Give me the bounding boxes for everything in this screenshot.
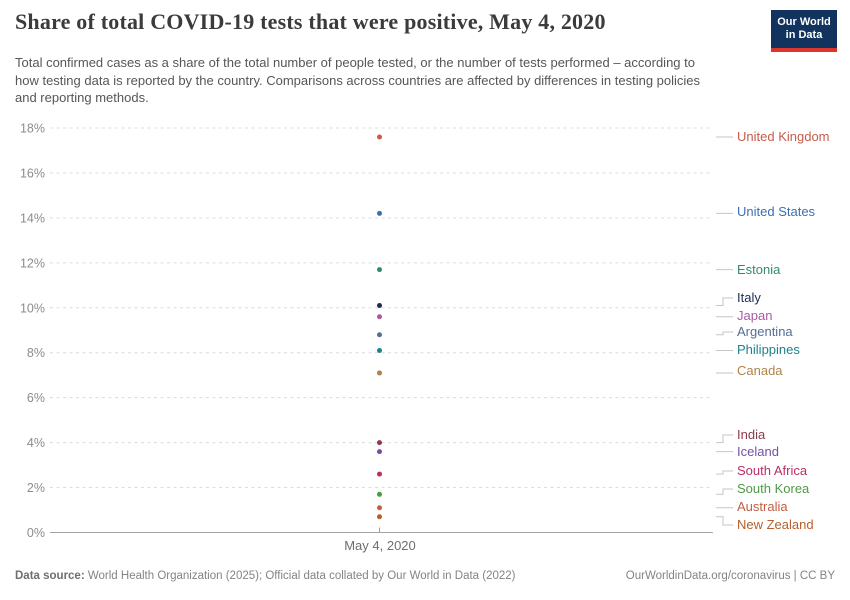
owid-logo-line1: Our World [777,16,831,28]
chart-footer: Data source: World Health Organization (… [15,570,835,582]
entity-label-india[interactable]: India [737,427,766,442]
label-connector-line [716,434,733,444]
license-link[interactable]: OurWorldinData.org/coronavirus | CC BY [625,570,835,582]
y-tick-label: 16% [20,166,45,180]
page-title: Share of total COVID-19 tests that were … [15,9,606,34]
label-connector-line [716,331,733,336]
y-tick-label: 2% [27,481,45,495]
y-tick-label: 0% [27,526,45,540]
data-source-note: Data source: World Health Organization (… [15,570,516,582]
entity-label-iceland[interactable]: Iceland [737,444,779,459]
data-point-australia[interactable] [377,505,382,511]
data-source-text: World Health Organization (2025); Offici… [84,570,516,582]
label-connector-line [716,516,733,526]
data-point-philippines[interactable] [377,347,382,353]
data-point-canada[interactable] [377,370,382,376]
entity-label-united-states[interactable]: United States [737,204,816,219]
data-point-united-kingdom[interactable] [377,134,382,140]
chart-subtitle: Total confirmed cases as a share of the … [15,55,701,105]
data-point-iceland[interactable] [377,449,382,455]
label-connector-line [716,470,733,475]
data-point-japan[interactable] [377,314,382,320]
y-tick-label: 8% [27,346,45,360]
data-source-label: Data source: [15,570,85,582]
entity-label-japan[interactable]: Japan [737,308,773,323]
x-axis-tick-label: May 4, 2020 [344,538,416,553]
data-point-india[interactable] [377,440,382,446]
data-point-south-africa[interactable] [377,471,382,477]
y-tick-label: 18% [20,122,45,136]
y-tick-label: 14% [20,211,45,225]
entity-label-philippines[interactable]: Philippines [737,342,800,357]
entity-label-united-kingdom[interactable]: United Kingdom [737,129,830,144]
label-connector-line [716,297,733,307]
owid-logo-line2: in Data [785,29,823,41]
entity-label-argentina[interactable]: Argentina [737,324,793,339]
y-tick-label: 6% [27,391,45,405]
entity-label-canada[interactable]: Canada [737,363,783,378]
entity-label-new-zealand[interactable]: New Zealand [737,517,814,532]
entity-label-south-korea[interactable]: South Korea [737,481,810,496]
y-tick-label: 12% [20,256,45,270]
data-point-argentina[interactable] [377,332,382,338]
data-point-new-zealand[interactable] [377,514,382,520]
entity-label-australia[interactable]: Australia [737,499,788,514]
y-tick-label: 10% [20,301,45,315]
data-point-estonia[interactable] [377,267,382,273]
entity-label-italy[interactable]: Italy [737,290,761,305]
y-tick-label: 4% [27,436,45,450]
entity-label-estonia[interactable]: Estonia [737,262,781,277]
data-point-south-korea[interactable] [377,491,382,497]
label-connector-line [716,488,733,495]
data-point-italy[interactable] [377,303,382,309]
entity-label-south-africa[interactable]: South Africa [737,463,808,478]
data-point-united-states[interactable] [377,210,382,216]
owid-logo: Our World in Data [771,10,837,52]
